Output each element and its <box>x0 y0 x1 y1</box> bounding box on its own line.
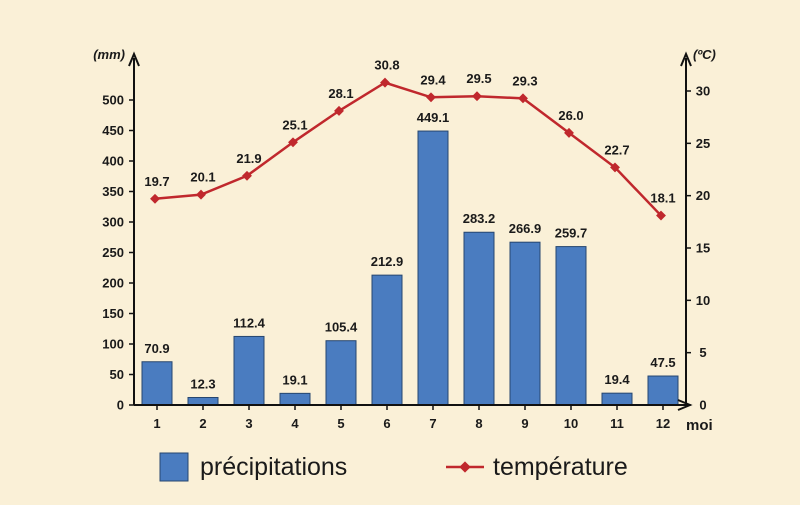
right-tick-label: 20 <box>696 188 710 203</box>
axes-group: 0501001502002503003504004505000510152025… <box>102 51 710 431</box>
precipitation-bar <box>463 231 495 406</box>
precipitation-bar <box>141 361 173 406</box>
precipitation-bar <box>325 340 357 406</box>
temperature-value-label: 22.7 <box>604 142 629 157</box>
left-tick-label: 450 <box>102 123 124 138</box>
x-tick-label: 10 <box>564 416 578 431</box>
precipitation-value-label: 105.4 <box>325 320 358 335</box>
data-labels-group: 70.9 12.3 112.4 19.1 105.4 212.9 449.1 283.2 266… <box>144 58 675 392</box>
right-tick-label: 0 <box>699 398 706 413</box>
temperature-point <box>518 93 528 104</box>
precipitation-bar <box>509 241 541 406</box>
left-axis-unit: (mm) <box>93 47 125 62</box>
bars-group <box>141 130 679 406</box>
legend-precipitation-label: précipitations <box>200 453 347 481</box>
temperature-value-label: 18.1 <box>650 191 675 206</box>
x-tick-label: 3 <box>245 416 252 431</box>
temperature-value-label: 26.0 <box>558 108 583 123</box>
x-tick-label: 4 <box>291 416 299 431</box>
precipitation-value-label: 266.9 <box>509 221 542 236</box>
precipitation-value-label: 47.5 <box>650 355 675 370</box>
temperature-value-label: 25.1 <box>282 117 307 132</box>
x-axis-label: moi <box>686 417 713 434</box>
temperature-point <box>610 162 620 173</box>
left-tick-label: 400 <box>102 154 124 169</box>
left-tick-label: 500 <box>102 93 124 108</box>
right-tick-label: 30 <box>696 84 710 99</box>
temperature-line-group <box>150 77 666 221</box>
right-tick-label: 5 <box>699 345 706 360</box>
precipitation-value-label: 19.4 <box>604 372 630 387</box>
precipitation-value-label: 212.9 <box>371 254 404 269</box>
precipitation-bar <box>647 375 679 406</box>
precipitation-bar <box>233 335 265 406</box>
temperature-value-label: 29.5 <box>466 71 491 86</box>
precipitation-bar <box>555 246 587 406</box>
temperature-point <box>150 193 160 204</box>
temperature-value-label: 30.8 <box>374 58 399 73</box>
left-tick-label: 50 <box>110 367 124 382</box>
left-axis-arrow <box>128 51 140 67</box>
precipitation-value-label: 449.1 <box>417 110 450 125</box>
left-tick-label: 100 <box>102 337 124 352</box>
x-tick-label: 7 <box>429 416 436 431</box>
temperature-value-label: 20.1 <box>190 170 215 185</box>
legend-temperature-label: température <box>493 453 628 481</box>
temperature-value-label: 21.9 <box>236 151 261 166</box>
right-tick-label: 15 <box>696 241 710 256</box>
temperature-value-label: 28.1 <box>328 86 353 101</box>
precipitation-bar <box>279 392 311 406</box>
legend-precipitation-swatch <box>159 452 189 482</box>
temperature-point <box>656 210 666 221</box>
x-tick-label: 11 <box>610 416 624 431</box>
precipitation-bar <box>417 130 449 406</box>
left-tick-label: 300 <box>102 215 124 230</box>
precipitation-bar <box>601 392 633 406</box>
temperature-point <box>472 91 482 102</box>
temperature-point <box>242 170 252 181</box>
x-tick-label: 8 <box>475 416 482 431</box>
legend-temperature-marker <box>459 461 471 473</box>
x-tick-label: 2 <box>199 416 206 431</box>
temperature-point <box>196 189 206 200</box>
temperature-value-label: 29.4 <box>420 72 446 87</box>
precipitation-bar <box>187 396 219 406</box>
left-tick-label: 350 <box>102 184 124 199</box>
temperature-line <box>154 81 662 217</box>
precipitation-value-label: 70.9 <box>144 341 169 356</box>
right-axis-unit: (ºC) <box>693 47 716 62</box>
temperature-value-label: 19.7 <box>144 174 169 189</box>
left-tick-label: 0 <box>117 398 124 413</box>
precipitation-value-label: 112.4 <box>233 315 266 330</box>
precipitation-value-label: 19.1 <box>282 372 307 387</box>
temperature-point <box>564 127 574 138</box>
left-tick-label: 150 <box>102 306 124 321</box>
temperature-point <box>288 137 298 148</box>
precipitation-value-label: 259.7 <box>555 226 588 241</box>
x-tick-label: 5 <box>337 416 344 431</box>
legend: précipitations température <box>159 452 628 482</box>
x-tick-label: 12 <box>656 416 670 431</box>
left-tick-label: 200 <box>102 276 124 291</box>
right-tick-label: 10 <box>696 293 710 308</box>
left-tick-label: 250 <box>102 245 124 260</box>
precipitation-value-label: 12.3 <box>190 376 215 391</box>
right-tick-label: 25 <box>696 136 710 151</box>
x-tick-label: 6 <box>383 416 390 431</box>
right-axis-arrow <box>680 51 692 67</box>
temperature-point <box>426 92 436 103</box>
x-tick-label: 1 <box>153 416 160 431</box>
temperature-value-label: 29.3 <box>512 73 537 88</box>
precipitation-value-label: 283.2 <box>463 211 496 226</box>
x-tick-label: 9 <box>521 416 528 431</box>
precipitation-bar <box>371 274 403 406</box>
